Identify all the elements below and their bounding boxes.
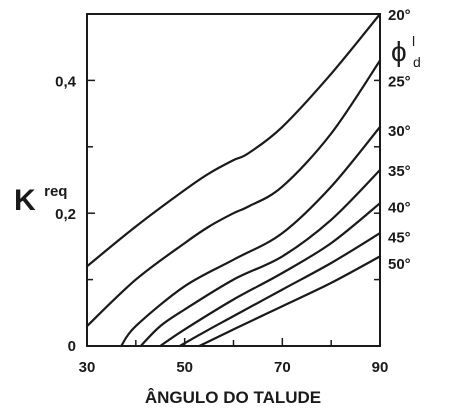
legend-phi-subscript: d	[413, 54, 421, 70]
x-tick-label-50: 50	[176, 359, 193, 376]
series-line-6	[178, 232, 382, 348]
series-line-5	[159, 202, 382, 348]
labels-layer: 30 50 70 90 0 0,2 0,4 20° 25° 30° 35° 40° 45° 50°	[55, 7, 411, 376]
series-line-1	[85, 12, 382, 268]
series-label-6: 45°	[388, 229, 411, 246]
x-tick-label-30: 30	[79, 359, 96, 376]
y-tick-label-0: 0	[68, 338, 76, 355]
series-line-4	[139, 168, 382, 348]
series-label-4: 35°	[388, 163, 411, 180]
series-label-2: 25°	[388, 73, 411, 90]
series-label-1: 20°	[388, 7, 411, 24]
legend-phi-superscript: l	[412, 33, 415, 49]
y-axis-title-sub: req	[44, 183, 67, 200]
y-tick-label-2: 0,4	[55, 73, 77, 90]
series-label-5: 40°	[388, 200, 411, 217]
x-tick-label-90: 90	[372, 359, 389, 376]
legend-phi-symbol: ϕ	[391, 36, 407, 67]
x-axis-title: ÂNGULO DO TALUDE	[145, 388, 321, 407]
series-label-3: 30°	[388, 123, 411, 140]
y-tick-label-1: 0,2	[55, 206, 76, 223]
y-axis-title: K req	[14, 183, 67, 217]
series-line-7	[198, 255, 382, 348]
series-line-2	[85, 59, 382, 328]
series-label-7: 50°	[388, 256, 411, 273]
x-tick-label-70: 70	[274, 359, 291, 376]
y-axis-title-main: K	[14, 184, 36, 217]
series-line-3	[120, 125, 382, 348]
legend-title: ϕ l d	[391, 33, 421, 70]
curves-layer	[85, 12, 382, 348]
ticks-layer	[86, 13, 381, 347]
